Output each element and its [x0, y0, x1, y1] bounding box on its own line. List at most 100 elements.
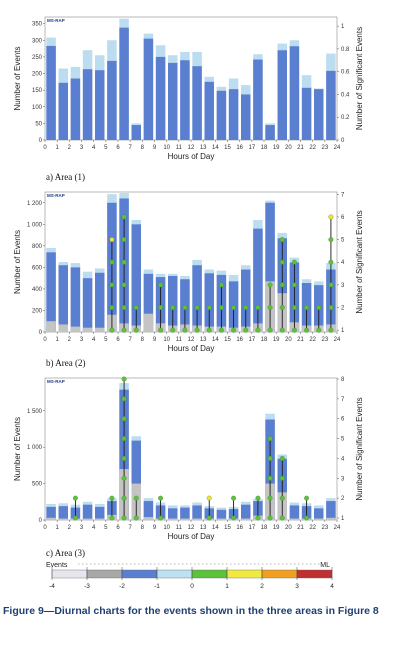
- y-tick-label: 1 000: [27, 445, 43, 451]
- bar-events: [265, 202, 275, 332]
- significant-dot: [109, 282, 115, 288]
- bar-events: [82, 504, 93, 520]
- legend-tick-label: 3: [295, 583, 299, 590]
- legend-swatch: [261, 569, 298, 579]
- bar-events: [228, 89, 239, 140]
- chart-badge: MS-RAP: [47, 379, 65, 384]
- significant-dot: [121, 515, 127, 521]
- x-tick-label: 1: [55, 525, 59, 531]
- x-tick-label: 0: [43, 145, 47, 151]
- significant-dot: [206, 515, 212, 521]
- x-tick-label: 14: [212, 337, 219, 343]
- y-tick-label: 50: [35, 121, 42, 127]
- bar-base: [82, 518, 93, 520]
- x-axis-label: Hours of Day: [168, 532, 215, 541]
- y2-tick-label: 1: [341, 24, 345, 30]
- y-axis-label: Number of Events: [13, 230, 22, 294]
- x-tick-label: 8: [141, 145, 145, 151]
- x-tick-label: 15: [224, 145, 231, 151]
- y-tick-label: 100: [32, 105, 43, 111]
- significant-dot: [109, 515, 115, 521]
- significant-dot: [328, 327, 334, 333]
- y2-tick-label: 5: [341, 437, 345, 443]
- significant-dot: [72, 515, 78, 521]
- bar-base: [180, 518, 190, 520]
- y2-tick-label: 0.6: [341, 70, 350, 76]
- legend-swatch: [191, 569, 228, 579]
- x-tick-label: 16: [236, 145, 243, 151]
- y-axis-label: Number of Events: [13, 46, 22, 110]
- x-tick-label: 13: [200, 525, 207, 531]
- x-tick-label: 24: [334, 525, 341, 531]
- bar-events: [95, 506, 105, 520]
- magnitude-legend: Events ML -4 -3 -2 -1 0 1 2 3 4: [46, 562, 334, 590]
- y2-tick-label: 0: [341, 138, 345, 144]
- y2-tick-label: 0.4: [341, 92, 350, 98]
- legend-tick-label: -1: [154, 583, 160, 590]
- significant-dot: [267, 436, 273, 442]
- significant-dot: [170, 327, 176, 333]
- x-tick-label: 15: [224, 337, 231, 343]
- significant-dot: [121, 416, 127, 422]
- significant-dot: [121, 495, 127, 501]
- x-tick-label: 18: [261, 525, 268, 531]
- x-tick-label: 4: [92, 145, 96, 151]
- significant-dot: [121, 237, 127, 243]
- bar-events: [326, 70, 336, 140]
- legend-left-label: Events: [46, 562, 68, 569]
- bar-base: [95, 518, 105, 520]
- x-tick-label: 8: [141, 525, 145, 531]
- significant-dot: [231, 515, 237, 521]
- legend-swatch: [156, 569, 193, 579]
- bar-events: [277, 50, 287, 141]
- significant-dot: [328, 305, 334, 310]
- x-tick-label: 11: [176, 145, 183, 151]
- x-tick-label: 22: [309, 337, 316, 343]
- significant-dot: [109, 259, 115, 265]
- y2-tick-label: 1: [341, 328, 345, 334]
- x-tick-label: 6: [116, 525, 120, 531]
- significant-dot: [291, 282, 297, 288]
- bar-events: [253, 59, 263, 141]
- legend-swatch: [296, 569, 333, 579]
- y2-tick-label: 7: [341, 397, 345, 403]
- bar-events: [241, 269, 251, 332]
- bar-events: [180, 60, 190, 140]
- significant-dot: [206, 305, 212, 310]
- y-tick-label: 350: [32, 22, 43, 28]
- legend-tick-label: 1: [225, 583, 229, 590]
- bar-base: [46, 517, 56, 520]
- bar-base: [95, 327, 105, 332]
- x-tick-label: 0: [43, 525, 47, 531]
- significant-dot: [304, 495, 310, 501]
- bar-events: [143, 38, 154, 140]
- y2-tick-label: 0.2: [341, 115, 350, 121]
- significant-dot: [304, 515, 310, 521]
- bar-base: [289, 518, 300, 520]
- significant-dot: [121, 259, 127, 265]
- bar-events: [253, 228, 263, 332]
- legend-tick-label: 4: [330, 583, 334, 590]
- x-tick-label: 24: [334, 145, 341, 151]
- x-tick-label: 16: [236, 525, 243, 531]
- bar-events: [70, 267, 81, 332]
- significant-dot: [158, 305, 164, 310]
- y2-tick-label: 3: [341, 283, 345, 289]
- x-tick-label: 24: [334, 337, 341, 343]
- legend-swatch: [226, 569, 263, 579]
- y2-tick-label: 4: [341, 456, 345, 462]
- bar-base: [46, 321, 56, 332]
- bar-events: [265, 125, 275, 140]
- legend-tick-label: -4: [49, 583, 55, 590]
- x-tick-label: 18: [261, 145, 268, 151]
- significant-dot: [267, 495, 273, 501]
- bar-events: [119, 27, 129, 140]
- bar-events: [58, 506, 68, 520]
- significant-dot: [328, 214, 334, 220]
- y-tick-label: 500: [32, 482, 43, 488]
- panel-sublabel: a) Area (1): [46, 172, 85, 182]
- bar-events: [82, 69, 93, 140]
- bar-base: [58, 324, 68, 332]
- significant-dot: [121, 214, 127, 220]
